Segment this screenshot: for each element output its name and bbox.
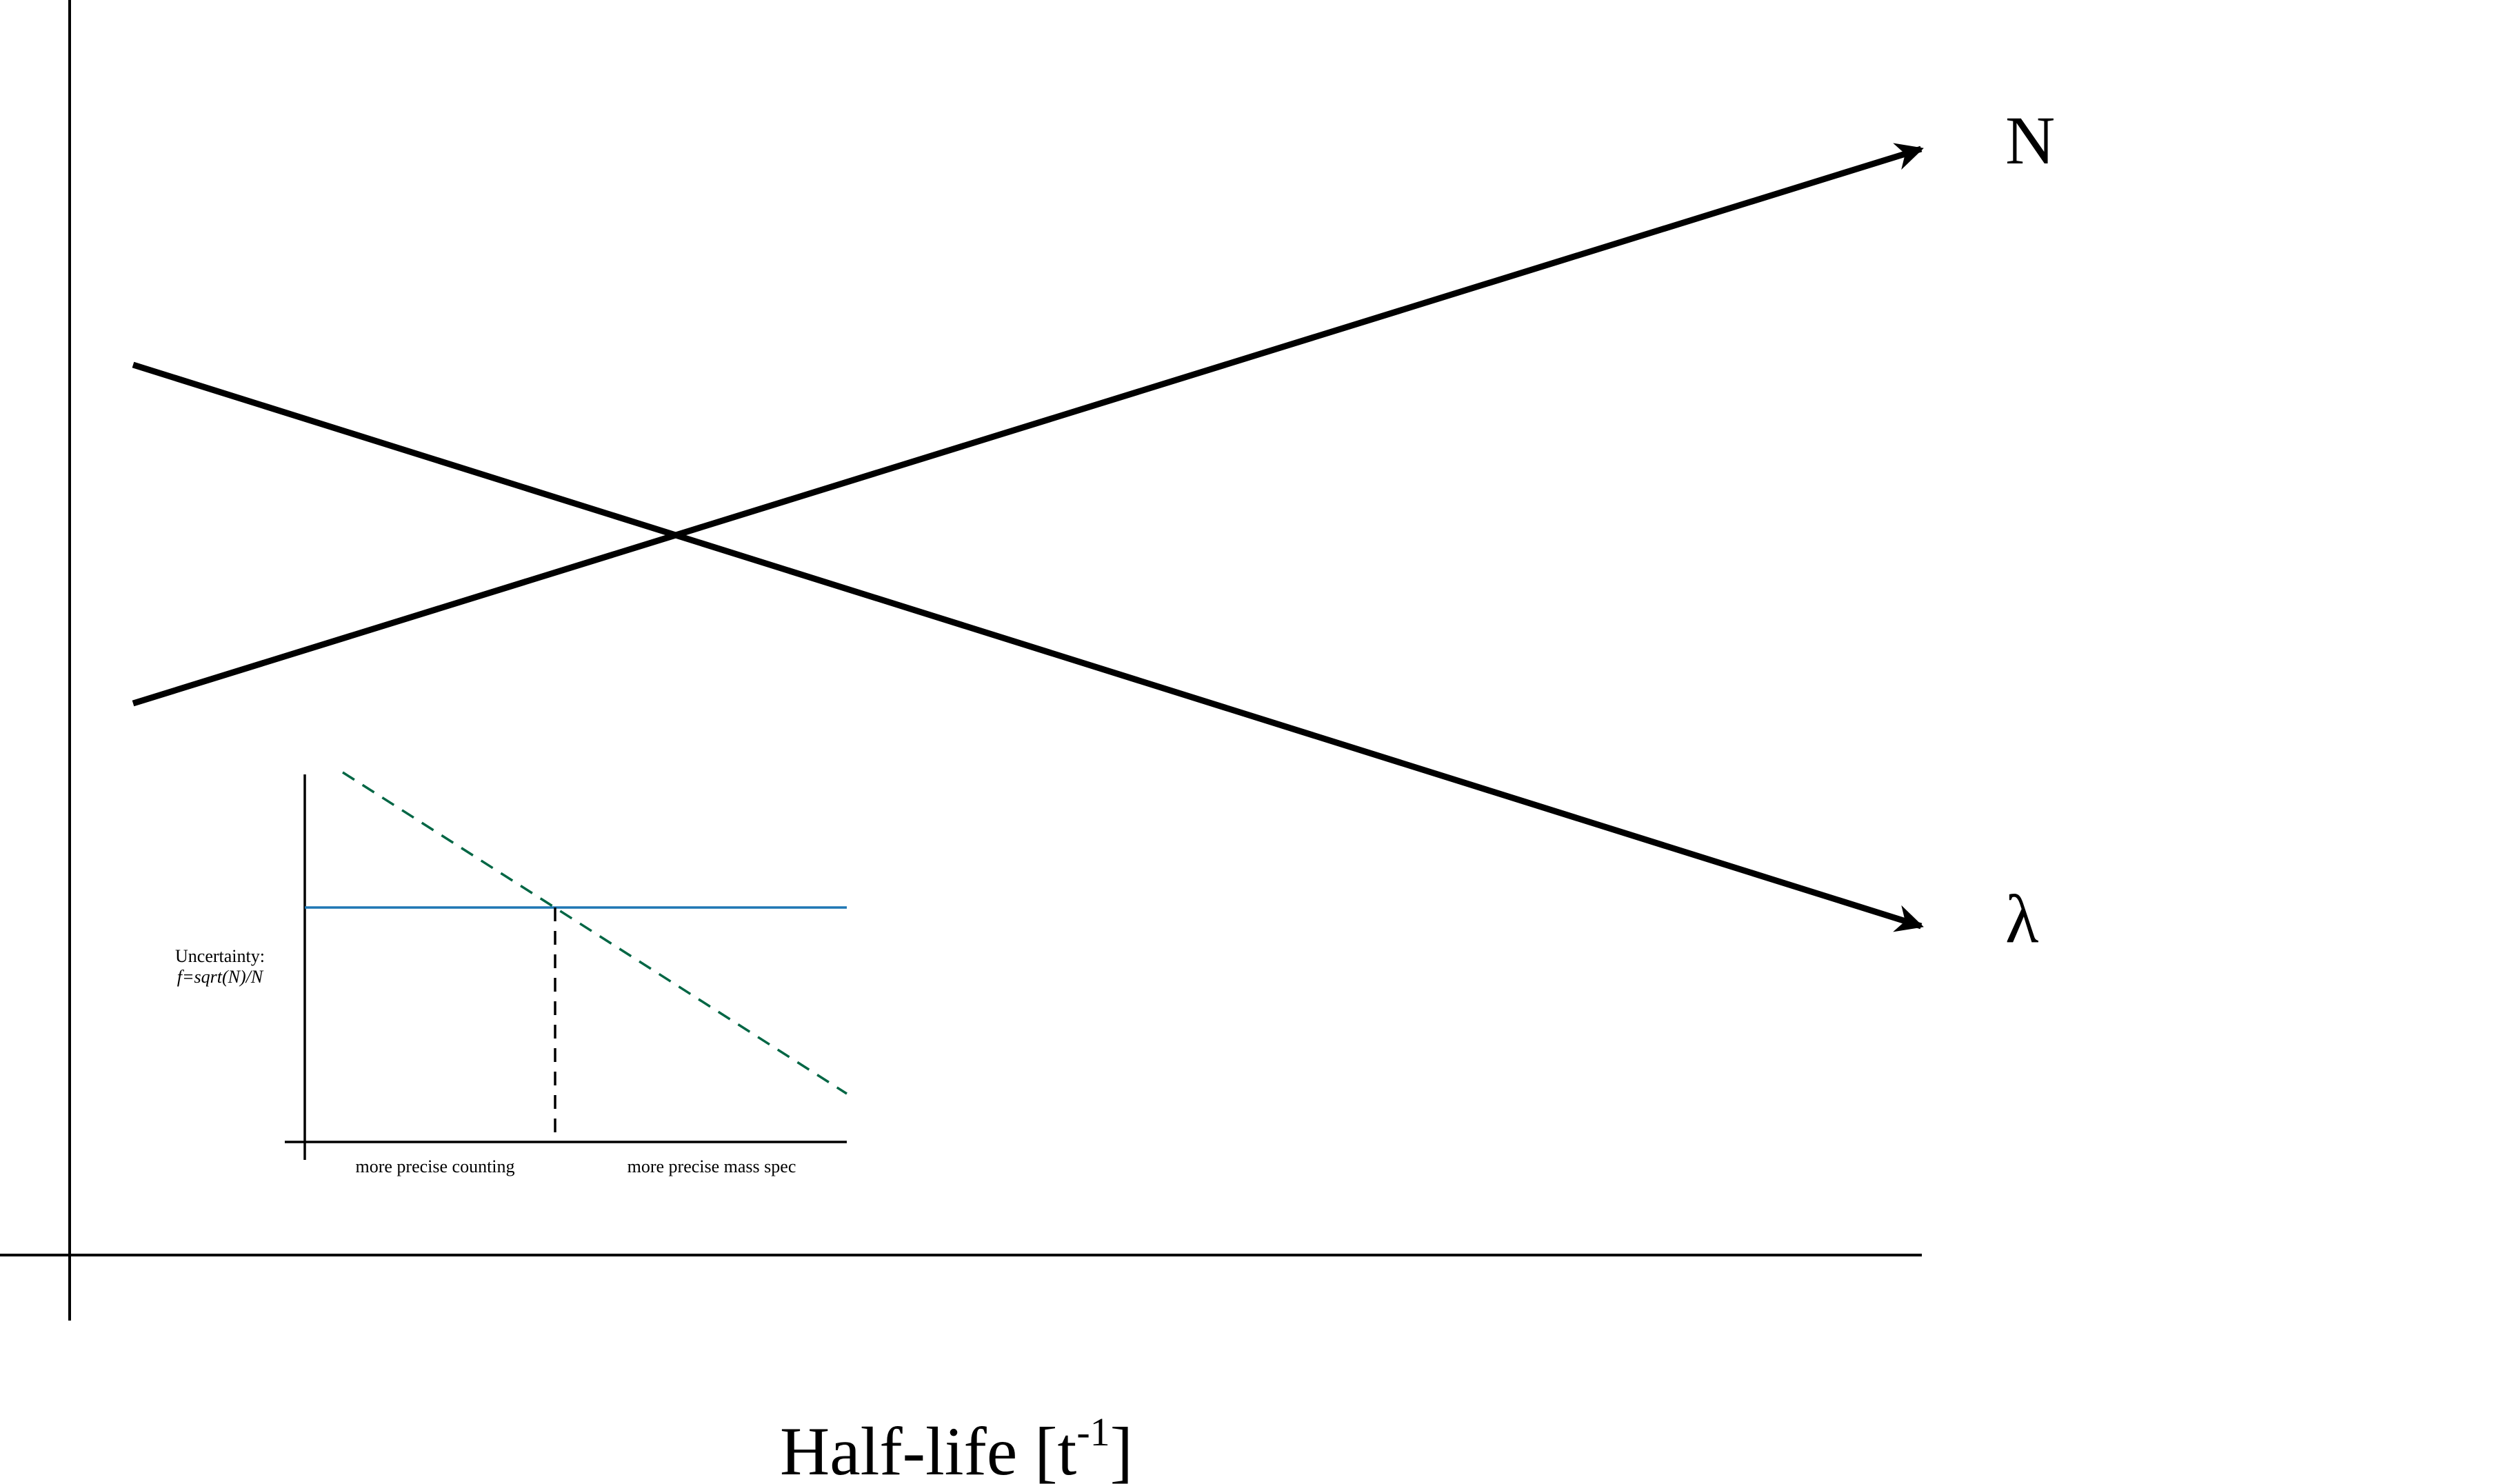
inset-y-label-line1: Uncertainty:	[175, 946, 265, 966]
lambda-curve-arrow	[132, 361, 1924, 932]
inset-chart: Uncertainty: f=sqrt(N)/N more precise co…	[175, 771, 847, 1176]
inset-right-region-label: more precise mass spec	[628, 1156, 796, 1176]
n-curve-arrow	[132, 143, 1924, 707]
n-curve-label: N	[2005, 102, 2055, 179]
x-axis-title: Half-life [t-1]	[780, 1410, 1133, 1484]
lambda-curve-label: λ	[2005, 881, 2039, 957]
inset-left-region-label: more precise counting	[355, 1156, 514, 1176]
x-axis-title-closing: ]	[1110, 1413, 1133, 1484]
inset-decreasing-dashed-line	[342, 771, 847, 1095]
x-axis-title-main: Half-life [t	[780, 1413, 1077, 1484]
inset-y-label-line2: f=sqrt(N)/N	[177, 967, 264, 987]
x-axis-title-superscript: -1	[1076, 1410, 1110, 1454]
